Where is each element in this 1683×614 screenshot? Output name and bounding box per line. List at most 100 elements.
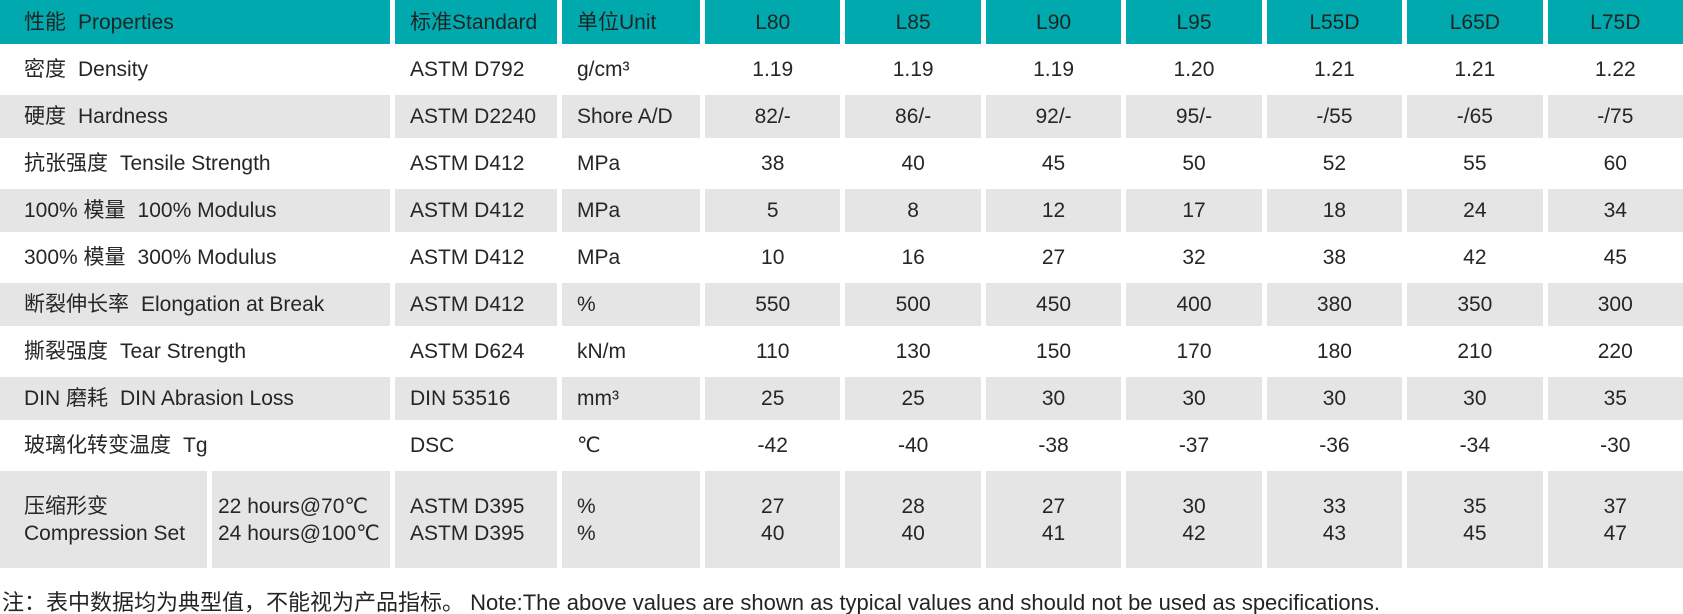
unit-cell: MPa [562,189,700,232]
col-header-properties: 性能 Properties [0,0,390,44]
value-cell: 38 [1266,236,1403,279]
value-cell: 82/- [705,95,841,138]
standard-cell: ASTM D412 [395,236,557,279]
unit-cell: Shore A/D [562,95,700,138]
value-cell: 45 [985,142,1122,185]
col-header-standard-en: Standard [452,10,538,34]
value-cell: 5 [705,189,841,232]
property-label-en: Density [78,58,149,81]
value-cell-line: 47 [1603,521,1627,545]
condition-cell-line: 22 hours@70℃ [218,494,368,518]
property-label-zh: 玻璃化转变温度 [24,434,171,457]
unit-cell: MPa [562,142,700,185]
value-cell: 8 [845,189,981,232]
value-cell-line: 40 [761,521,785,545]
value-cell: 27 [985,236,1122,279]
value-cell: 550 [705,283,841,326]
value-cell: 180 [1266,330,1403,373]
value-cell: 10 [705,236,841,279]
value-cell: 60 [1547,142,1683,185]
value-cell: -38 [985,424,1122,467]
unit-cell: MPa [562,236,700,279]
property-cell-line: 压缩形变 [24,494,108,518]
standard-cell: ASTM D412 [395,189,557,232]
property-cell: 硬度 Hardness [0,95,390,138]
value-cell: 27 41 [985,471,1122,568]
condition-cell: 22 hours@70℃ 24 hours@100℃ [212,471,390,568]
property-cell: 压缩形变 Compression Set [0,471,207,568]
property-label-zh: 密度 [24,58,66,81]
col-header-unit-en: Unit [619,10,657,34]
value-cell-line: 30 [1182,494,1206,518]
value-cell: 1.21 [1407,48,1543,91]
unit-cell: mm³ [562,377,700,420]
value-cell: 45 [1547,236,1683,279]
value-cell: 27 40 [705,471,841,568]
value-cell: 1.19 [845,48,981,91]
value-cell: 32 [1126,236,1262,279]
value-cell: 1.22 [1547,48,1683,91]
value-cell: 95/- [1126,95,1262,138]
value-cell: 12 [985,189,1122,232]
value-cell: -40 [845,424,981,467]
property-label-en: Hardness [78,105,168,128]
value-cell: 38 [705,142,841,185]
value-cell: 110 [705,330,841,373]
value-cell: 28 40 [845,471,981,568]
value-cell-line: 42 [1182,521,1206,545]
property-label-en: 300% Modulus [137,246,277,269]
value-cell: -/55 [1266,95,1403,138]
standard-cell-line: ASTM D395 [410,521,525,545]
unit-cell: kN/m [562,330,700,373]
value-cell: -30 [1547,424,1683,467]
value-cell: 1.21 [1266,48,1403,91]
col-header-grade: L55D [1266,0,1403,44]
property-label-en: Tg [183,434,208,457]
value-cell: -36 [1266,424,1403,467]
col-header-unit-zh: 单位 [577,10,619,34]
value-cell: 30 [985,377,1122,420]
value-cell: -34 [1407,424,1543,467]
col-header-grade: L90 [985,0,1122,44]
value-cell-line: 43 [1322,521,1347,545]
standard-cell: ASTM D2240 [395,95,557,138]
standard-cell: DSC [395,424,557,467]
unit-cell: %% [562,471,700,568]
value-cell: -37 [1126,424,1262,467]
value-cell: 25 [845,377,981,420]
property-label-en: Elongation at Break [141,293,325,316]
value-cell: -/75 [1547,95,1683,138]
value-cell: 1.20 [1126,48,1262,91]
unit-cell: ℃ [562,424,700,467]
col-header-grade: L95 [1126,0,1262,44]
value-cell: 500 [845,283,981,326]
standard-cell: ASTM D412 [395,283,557,326]
value-cell: 40 [845,142,981,185]
value-cell-line: 40 [901,521,925,545]
condition-cell-line: 24 hours@100℃ [218,521,380,545]
spec-table: 性能 Properties 标准 Standard 单位 Unit L80 L85… [0,0,1683,568]
property-cell: 300% 模量 300% Modulus [0,236,390,279]
value-cell: 30 [1126,377,1262,420]
value-cell: 92/- [985,95,1122,138]
value-cell: 130 [845,330,981,373]
value-cell-line: 37 [1603,494,1627,518]
col-header-unit: 单位 Unit [562,0,700,44]
property-label-zh: 300% 模量 [24,246,126,269]
property-cell-line: Compression Set [24,521,186,545]
property-label-zh: 抗张强度 [24,152,108,175]
property-label-en: Tensile Strength [120,152,271,175]
value-cell: 18 [1266,189,1403,232]
col-header-properties-en: Properties [78,10,174,34]
value-cell: 150 [985,330,1122,373]
standard-cell: ASTM D792 [395,48,557,91]
value-cell: 42 [1407,236,1543,279]
value-cell: 33 43 [1266,471,1403,568]
value-cell-line: 41 [1041,521,1066,545]
footnote: 注：表中数据均为典型值，不能视为产品指标。 Note:The above val… [2,590,1380,614]
value-cell: 30 [1266,377,1403,420]
property-cell: 100% 模量 100% Modulus [0,189,390,232]
property-cell: 密度 Density [0,48,390,91]
value-cell: 450 [985,283,1122,326]
